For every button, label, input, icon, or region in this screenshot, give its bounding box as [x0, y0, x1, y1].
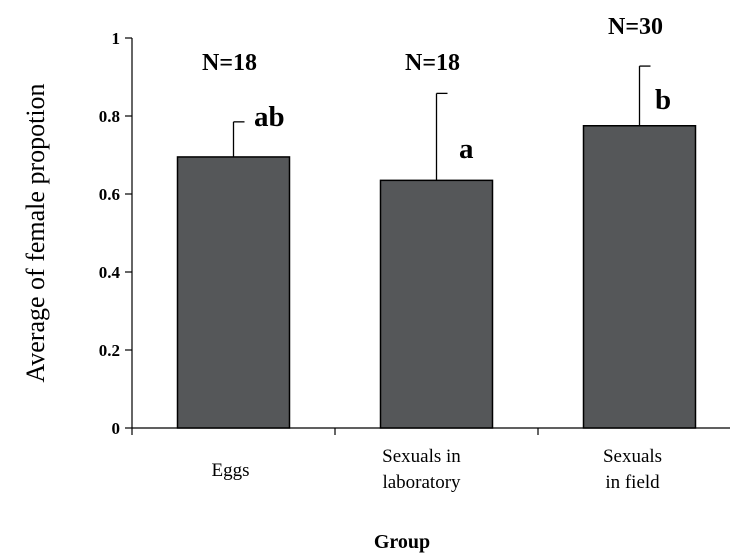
- y-tick-label: 0.6: [99, 185, 120, 204]
- y-tick-label: 0.4: [99, 263, 121, 282]
- bar: [582, 125, 697, 429]
- x-ticks: [131, 428, 539, 435]
- y-axis-label: Average of female propotion: [21, 83, 50, 382]
- y-tick-label: 1: [112, 29, 121, 48]
- bar: [379, 179, 494, 429]
- sample-size-label: N=18: [405, 50, 460, 76]
- bar-annotations: Eggs N=18 ab Sexuals in laboratory N=18 a Sexua…: [202, 14, 671, 493]
- bar: [176, 156, 291, 429]
- x-axis-label: Group: [374, 531, 430, 553]
- y-ticks: 0 0.2 0.4 0.6 0.8 1: [99, 29, 132, 438]
- x-category-label: Sexuals in laboratory: [382, 446, 461, 493]
- significance-letter: ab: [254, 101, 285, 133]
- significance-letter: a: [459, 133, 474, 165]
- significance-letter: b: [655, 84, 671, 116]
- y-tick-label: 0.2: [99, 341, 120, 360]
- x-category-label: Sexuals in field: [603, 446, 662, 493]
- x-category-label: Eggs: [212, 460, 250, 481]
- sample-size-label: N=30: [608, 14, 663, 40]
- sample-size-label: N=18: [202, 50, 257, 76]
- y-tick-label: 0.8: [99, 107, 120, 126]
- y-tick-label: 0: [112, 419, 121, 438]
- bars: [176, 65, 697, 429]
